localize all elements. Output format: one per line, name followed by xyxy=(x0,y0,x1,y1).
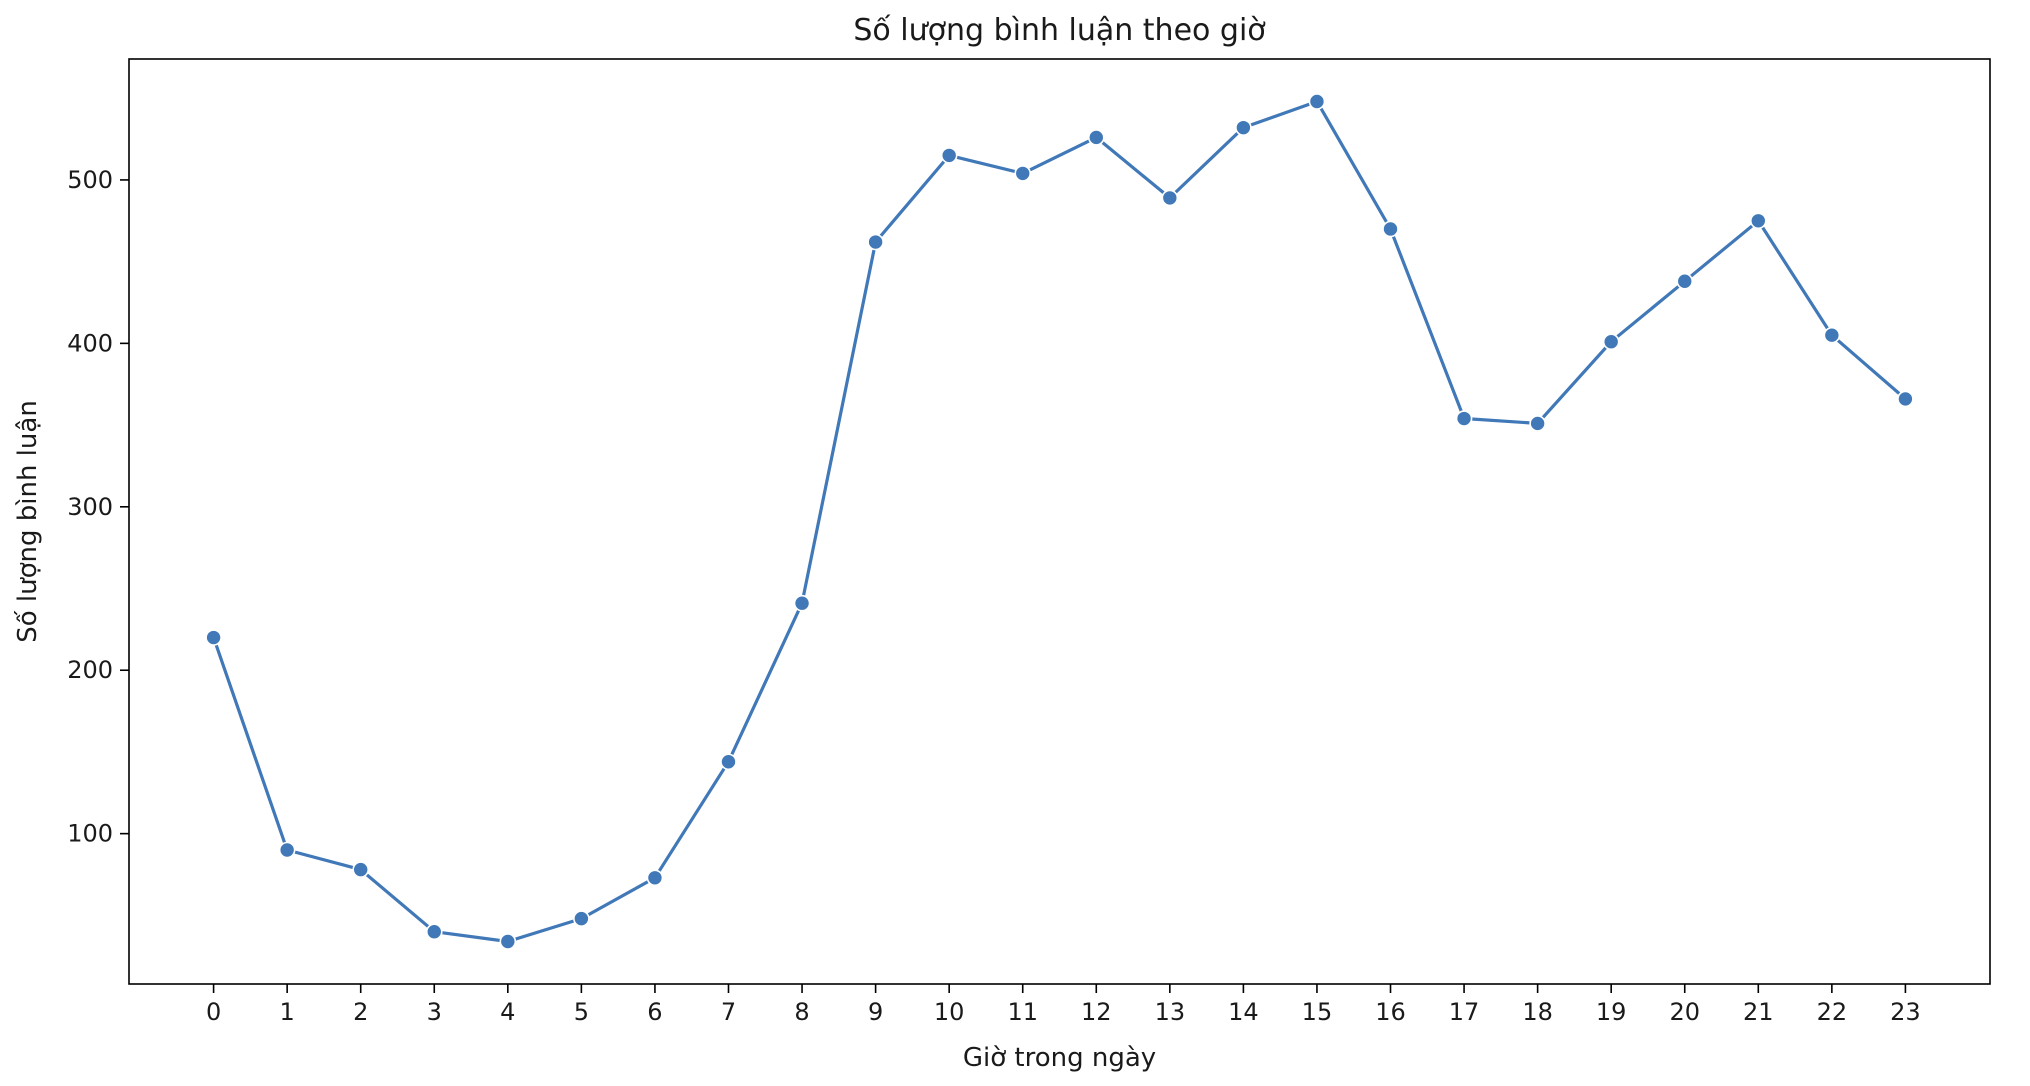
x-tick-label: 22 xyxy=(1817,998,1848,1026)
data-point xyxy=(1455,410,1473,427)
y-tick-label: 300 xyxy=(67,493,113,521)
data-point xyxy=(1235,119,1252,136)
data-point xyxy=(205,629,222,646)
y-tick-label: 500 xyxy=(67,166,113,194)
y-tick-label: 400 xyxy=(67,329,113,357)
x-axis-ticks: 0 1 2 3 4 5 6 7 8 9 10 11 12 13 14 15 16 17 18 19 20 21 22 23 xyxy=(206,984,1921,1026)
x-tick-label: 0 xyxy=(206,998,221,1026)
data-point xyxy=(940,147,958,164)
x-tick-label: 8 xyxy=(794,998,809,1026)
data-point xyxy=(720,753,737,771)
y-tick-label: 100 xyxy=(67,820,113,848)
data-point xyxy=(278,841,296,859)
x-tick-label: 1 xyxy=(280,998,295,1026)
x-tick-label: 20 xyxy=(1669,998,1700,1026)
data-point xyxy=(352,861,370,878)
y-axis-ticks: 100 200 300 400 500 xyxy=(67,166,129,848)
data-point xyxy=(1382,220,1399,238)
data-point xyxy=(1602,333,1620,351)
data-point xyxy=(1676,272,1694,290)
data-point xyxy=(1161,189,1179,207)
y-axis-label: Số lượng bình luận xyxy=(13,400,43,643)
x-tick-label: 16 xyxy=(1375,998,1406,1026)
x-tick-label: 3 xyxy=(427,998,442,1026)
series-line xyxy=(212,99,1908,944)
x-tick-label: 17 xyxy=(1449,998,1480,1026)
x-tick-label: 18 xyxy=(1522,998,1553,1026)
data-point xyxy=(1308,93,1326,110)
x-tick-label: 19 xyxy=(1596,998,1627,1026)
x-axis-label: Giờ trong ngày xyxy=(963,1043,1156,1073)
data-point xyxy=(425,923,443,941)
x-tick-label: 2 xyxy=(353,998,368,1026)
chart-title: Số lượng bình luận theo giờ xyxy=(853,13,1266,48)
data-point xyxy=(1014,165,1032,182)
x-tick-label: 5 xyxy=(574,998,589,1026)
x-tick-label: 6 xyxy=(647,998,662,1026)
data-point xyxy=(1823,326,1841,344)
x-tick-label: 13 xyxy=(1155,998,1186,1026)
x-tick-label: 9 xyxy=(868,998,883,1026)
data-point xyxy=(499,933,517,950)
data-point xyxy=(646,869,664,887)
x-tick-label: 15 xyxy=(1302,998,1333,1026)
x-tick-label: 14 xyxy=(1228,998,1259,1026)
series-layer xyxy=(205,93,1914,950)
x-tick-label: 23 xyxy=(1890,998,1921,1026)
data-point xyxy=(1087,129,1105,146)
data-point xyxy=(1529,415,1546,432)
x-tick-label: 12 xyxy=(1081,998,1112,1026)
data-point xyxy=(793,594,811,612)
x-tick-label: 10 xyxy=(934,998,965,1026)
data-point xyxy=(573,910,590,927)
data-point xyxy=(1749,212,1767,230)
plot-frame xyxy=(128,58,1991,985)
x-tick-label: 11 xyxy=(1007,998,1038,1026)
data-point xyxy=(867,233,884,251)
x-tick-label: 7 xyxy=(721,998,736,1026)
data-point xyxy=(1897,390,1914,408)
x-tick-label: 4 xyxy=(500,998,515,1026)
y-tick-label: 200 xyxy=(67,656,113,684)
x-tick-label: 21 xyxy=(1743,998,1774,1026)
